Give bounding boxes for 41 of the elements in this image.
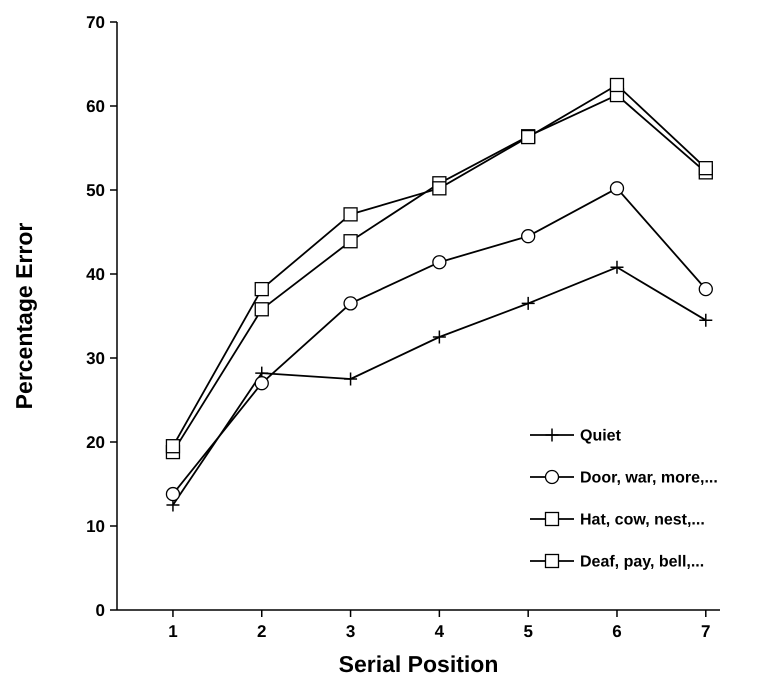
- point: [343, 296, 358, 311]
- legend-label: Door, war, more,...: [580, 470, 718, 487]
- x-tick-label: 5: [523, 622, 533, 641]
- x-tick-label: 1: [168, 622, 178, 641]
- legend-label: Quiet: [580, 428, 622, 445]
- point: [698, 282, 713, 296]
- y-tick-label: 40: [86, 264, 105, 284]
- point: [610, 260, 624, 275]
- point: [432, 255, 447, 270]
- y-tick-label: 10: [86, 516, 105, 536]
- point: [698, 161, 713, 176]
- point: [521, 229, 536, 244]
- point: [343, 372, 358, 386]
- y-tick-label: 60: [86, 96, 105, 116]
- y-tick-label: 50: [86, 180, 105, 200]
- point: [432, 330, 447, 344]
- x-tick-label: 2: [257, 622, 266, 641]
- y-tick-label: 20: [86, 432, 105, 452]
- x-tick-label: 7: [701, 622, 711, 641]
- point: [432, 181, 447, 196]
- y-axis-title: Percentage Error: [11, 222, 37, 410]
- point: [520, 296, 536, 311]
- point: [343, 207, 358, 222]
- y-tick-label: 30: [86, 348, 105, 368]
- point: [610, 181, 624, 196]
- x-tick-label: 6: [612, 622, 622, 641]
- legend-label: Hat, cow, nest,...: [580, 512, 705, 529]
- legend-label: Deaf, pay, bell,...: [580, 554, 704, 571]
- y-tick-label: 70: [86, 12, 105, 32]
- x-tick-label: 3: [346, 622, 356, 641]
- x-axis-title: Serial Position: [338, 651, 498, 677]
- point: [610, 78, 624, 92]
- point: [254, 302, 269, 316]
- point: [166, 439, 180, 454]
- point: [254, 282, 269, 296]
- point: [343, 234, 358, 248]
- point: [698, 312, 714, 328]
- x-tick-label: 4: [434, 622, 445, 641]
- point: [254, 376, 269, 390]
- point: [166, 486, 180, 502]
- y-tick-label: 0: [96, 600, 105, 620]
